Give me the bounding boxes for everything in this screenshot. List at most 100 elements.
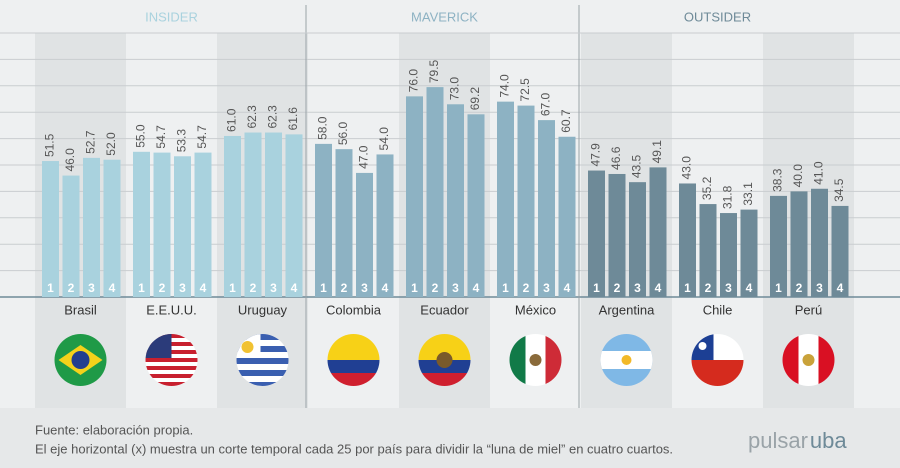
flag-part bbox=[236, 364, 289, 370]
quarter-label: 3 bbox=[816, 281, 823, 295]
bar bbox=[770, 195, 787, 297]
value-label: 47.0 bbox=[357, 145, 371, 169]
value-label: 31.8 bbox=[721, 185, 735, 209]
quarter-label: 3 bbox=[725, 281, 732, 295]
quarter-label: 2 bbox=[68, 281, 75, 295]
value-label: 54.7 bbox=[154, 125, 168, 149]
quarter-label: 1 bbox=[684, 281, 691, 295]
flag-part bbox=[145, 358, 198, 362]
flag-part bbox=[236, 382, 289, 386]
flag-part bbox=[236, 352, 289, 358]
bar bbox=[62, 175, 80, 297]
flag-part bbox=[236, 334, 289, 340]
bar bbox=[629, 182, 646, 297]
bar bbox=[447, 104, 464, 297]
value-label: 73.0 bbox=[448, 77, 462, 101]
value-label: 56.0 bbox=[336, 121, 350, 145]
flag bbox=[600, 334, 653, 386]
quarter-label: 4 bbox=[564, 281, 571, 295]
bar bbox=[285, 134, 303, 297]
quarter-label: 1 bbox=[593, 281, 600, 295]
bar bbox=[315, 143, 332, 297]
brand-part: pulsar bbox=[748, 428, 808, 453]
bar bbox=[720, 213, 737, 297]
bar bbox=[42, 161, 59, 297]
value-label: 52.0 bbox=[104, 132, 118, 156]
bar bbox=[265, 132, 282, 297]
value-label: 79.5 bbox=[427, 59, 441, 83]
bar bbox=[649, 167, 667, 297]
flag-part bbox=[545, 334, 562, 386]
flag-part bbox=[145, 378, 198, 382]
quarter-label: 4 bbox=[109, 281, 116, 295]
value-label: 69.2 bbox=[468, 87, 482, 111]
bar bbox=[244, 132, 262, 297]
flag-part bbox=[145, 370, 198, 374]
value-label: 38.3 bbox=[771, 168, 785, 192]
bar bbox=[679, 183, 696, 297]
value-label: 46.6 bbox=[609, 146, 623, 170]
bar bbox=[558, 136, 576, 297]
country-label: México bbox=[515, 302, 556, 317]
country-label: Colombia bbox=[326, 302, 382, 317]
quarter-label: 1 bbox=[775, 281, 782, 295]
country-label: Brasil bbox=[64, 302, 97, 317]
quarter-label: 2 bbox=[614, 281, 621, 295]
flag bbox=[145, 334, 198, 386]
flag bbox=[782, 334, 835, 386]
country-label: Chile bbox=[703, 302, 733, 317]
group-label: MAVERICK bbox=[411, 9, 478, 24]
bar bbox=[174, 156, 191, 297]
quarter-label: 1 bbox=[138, 281, 145, 295]
bar bbox=[831, 205, 849, 297]
flag-part bbox=[698, 342, 707, 350]
value-label: 74.0 bbox=[498, 74, 512, 98]
flag-part bbox=[145, 382, 198, 386]
bar bbox=[811, 188, 828, 297]
value-label: 62.3 bbox=[266, 105, 280, 129]
flag-part bbox=[236, 346, 289, 352]
flag-part bbox=[71, 351, 90, 369]
value-label: 49.1 bbox=[650, 140, 664, 164]
quarter-label: 3 bbox=[270, 281, 277, 295]
value-label: 76.0 bbox=[407, 69, 421, 93]
flag-part bbox=[802, 354, 815, 366]
bar bbox=[608, 173, 626, 297]
country-label: Uruguay bbox=[238, 302, 288, 317]
quarter-label: 4 bbox=[382, 281, 389, 295]
value-label: 51.5 bbox=[43, 133, 57, 157]
value-label: 52.7 bbox=[84, 130, 98, 154]
value-label: 35.2 bbox=[700, 176, 714, 200]
flag-part bbox=[818, 334, 835, 386]
bar bbox=[467, 114, 485, 297]
quarter-label: 4 bbox=[200, 281, 207, 295]
flag-part bbox=[145, 366, 198, 370]
quarter-label: 3 bbox=[179, 281, 186, 295]
bar bbox=[517, 105, 535, 297]
value-label: 46.0 bbox=[63, 148, 77, 172]
value-label: 72.5 bbox=[518, 78, 532, 102]
brand-logo: pulsaruba bbox=[748, 428, 847, 453]
quarter-label: 3 bbox=[88, 281, 95, 295]
group-label: INSIDER bbox=[145, 9, 198, 24]
source-note: Fuente: elaboración propia. bbox=[35, 422, 193, 437]
bar bbox=[426, 87, 444, 298]
quarter-label: 3 bbox=[361, 281, 368, 295]
value-label: 43.5 bbox=[630, 154, 644, 178]
quarter-label: 2 bbox=[341, 281, 348, 295]
quarter-label: 1 bbox=[411, 281, 418, 295]
flag bbox=[54, 334, 107, 386]
value-label: 61.6 bbox=[286, 107, 300, 131]
flag-part bbox=[241, 341, 254, 353]
bar bbox=[538, 120, 555, 298]
value-label: 54.7 bbox=[195, 125, 209, 149]
quarter-label: 3 bbox=[634, 281, 641, 295]
footer-background bbox=[0, 408, 900, 468]
quarter-label: 1 bbox=[502, 281, 509, 295]
value-label: 40.0 bbox=[791, 164, 805, 188]
value-label: 60.7 bbox=[559, 109, 573, 133]
bar bbox=[224, 135, 241, 297]
value-label: 58.0 bbox=[316, 116, 330, 140]
bar bbox=[335, 149, 353, 297]
